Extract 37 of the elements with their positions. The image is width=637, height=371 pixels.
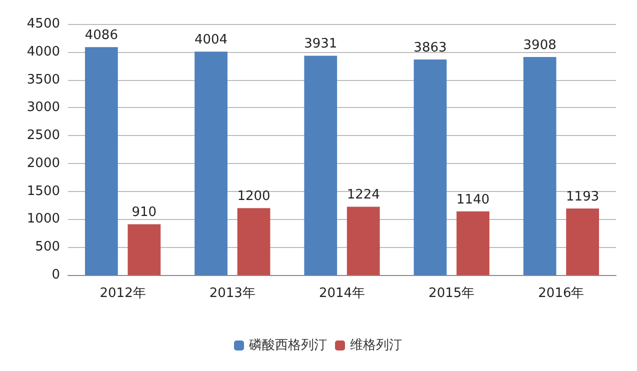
data-label: 1224 <box>346 188 380 203</box>
bar <box>414 60 447 275</box>
x-tick-label: 2016年 <box>538 286 584 301</box>
y-tick-label: 3500 <box>26 72 60 88</box>
data-label: 1140 <box>456 192 490 208</box>
data-label: 4004 <box>194 32 228 48</box>
y-tick-label: 4500 <box>26 16 60 32</box>
data-label: 1200 <box>237 189 270 204</box>
x-tick-label: 2014年 <box>318 286 366 301</box>
bar <box>304 56 338 275</box>
y-tick-label: 500 <box>35 240 60 255</box>
data-label: 4086 <box>84 28 118 44</box>
bar <box>128 224 161 275</box>
y-tick-label: 2500 <box>26 128 60 144</box>
x-tick-label: 2012年 <box>100 286 146 301</box>
x-tick-label: 2013年 <box>209 286 256 301</box>
bar <box>566 208 600 275</box>
bar <box>456 211 490 275</box>
legend-label: 维格列汀 <box>350 338 402 353</box>
data-label: 910 <box>132 205 157 220</box>
x-tick-label: 2015年 <box>428 286 475 301</box>
y-tick-label: 1000 <box>26 212 60 227</box>
data-label: 1193 <box>566 189 600 204</box>
y-tick-label: 1500 <box>26 184 60 199</box>
bar <box>194 52 228 275</box>
data-label: 3908 <box>523 38 556 54</box>
bar <box>84 47 118 275</box>
bar <box>237 208 270 275</box>
bar <box>523 57 556 275</box>
y-tick-label: 3000 <box>26 100 60 116</box>
data-label: 3863 <box>414 40 447 56</box>
data-label: 3931 <box>304 36 338 52</box>
y-tick-label: 2000 <box>26 156 60 171</box>
y-tick-label: 4000 <box>26 44 60 60</box>
legend-label: 磷酸西格列汀 <box>248 338 327 353</box>
y-tick-label: 0 <box>52 268 60 282</box>
bar <box>346 206 380 275</box>
